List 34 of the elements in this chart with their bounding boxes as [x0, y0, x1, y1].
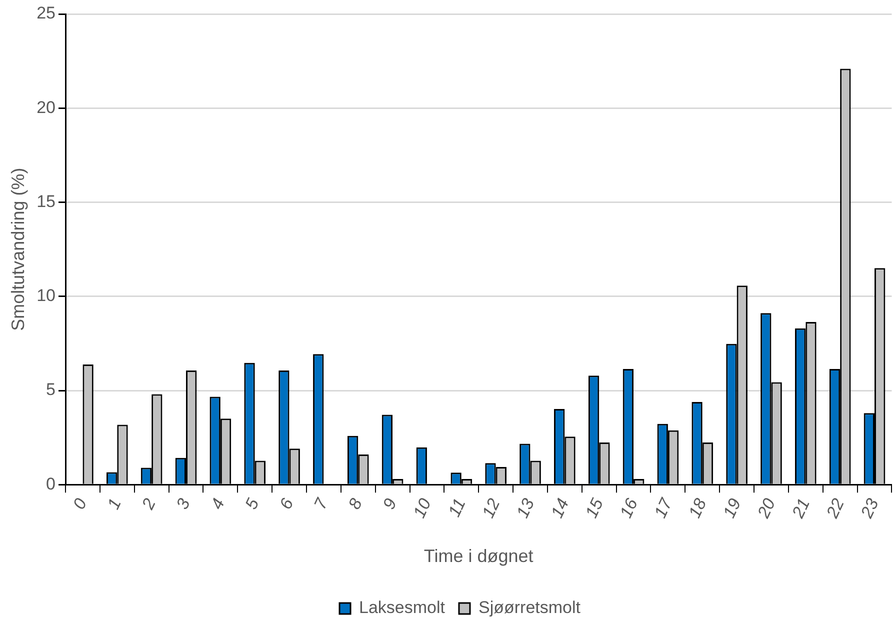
- x-tick-label: 17: [650, 495, 676, 521]
- x-tick-label: 21: [788, 496, 814, 522]
- x-tick-label: 15: [582, 495, 608, 521]
- x-tick-label: 3: [172, 495, 194, 512]
- x-tick-label: 2: [138, 495, 160, 514]
- y-tick-label: 0: [46, 474, 56, 494]
- x-tick-label: 13: [512, 495, 538, 521]
- x-tick-label: 20: [754, 495, 780, 522]
- x-tick-label: 22: [822, 495, 848, 522]
- x-tick-label: 12: [478, 495, 504, 521]
- x-tick-label: 0: [69, 495, 91, 512]
- x-tick-label: 19: [720, 495, 745, 521]
- x-tick-label: 5: [242, 495, 263, 512]
- x-axis-title: Time i døgnet: [424, 546, 534, 566]
- x-tick-label: 14: [547, 496, 573, 521]
- x-tick-label: 10: [410, 495, 436, 521]
- y-axis-title: Smoltutvandring (%): [8, 168, 28, 331]
- x-tick-label: 18: [685, 495, 711, 521]
- legend-label: Sjøørretsmolt: [478, 598, 581, 618]
- x-tick-label: 7: [310, 495, 332, 512]
- y-tick-label: 5: [46, 380, 56, 400]
- y-tick-label: 10: [36, 286, 56, 306]
- x-tick-label: 4: [207, 496, 228, 512]
- x-tick-label: 9: [379, 495, 401, 512]
- legend-label: Laksesmolt: [359, 598, 446, 618]
- y-tick-label: 20: [36, 98, 56, 117]
- y-tick-label: 15: [36, 192, 56, 211]
- x-tick-label: 16: [616, 495, 642, 521]
- x-tick-label: 6: [276, 495, 298, 512]
- x-tick-label: 1: [104, 496, 126, 512]
- y-tick-label: 25: [36, 4, 56, 23]
- x-tick-label: 11: [444, 496, 470, 520]
- x-tick-label: 8: [344, 495, 366, 512]
- x-tick-label: 23: [856, 495, 883, 522]
